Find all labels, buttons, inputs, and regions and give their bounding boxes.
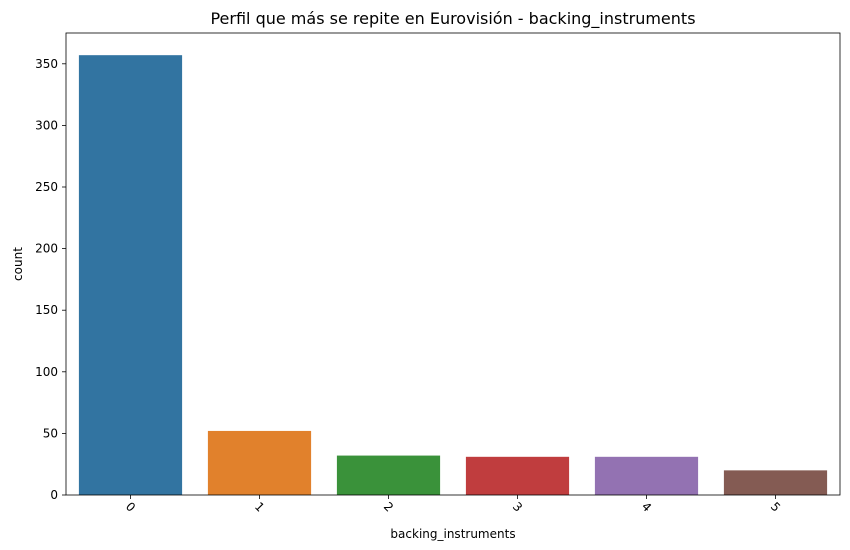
y-tick-label: 50: [43, 426, 58, 440]
y-tick-label: 300: [35, 118, 58, 132]
y-axis-label: count: [11, 247, 25, 281]
y-tick-label: 250: [35, 180, 58, 194]
y-tick-label: 200: [35, 242, 58, 256]
bar-2: [336, 455, 441, 495]
x-axis-label: backing_instruments: [390, 527, 515, 541]
y-tick-label: 100: [35, 365, 58, 379]
y-tick-label: 350: [35, 57, 58, 71]
bar-3: [465, 456, 570, 495]
bar-1: [207, 430, 312, 495]
plot-frame: [65, 32, 841, 496]
bar-4: [594, 456, 699, 495]
y-axis: 0 50 100 150 200 250 300 350: [35, 57, 66, 502]
y-tick-label: 150: [35, 303, 58, 317]
y-tick-label: 0: [50, 488, 58, 502]
bars-group: [78, 55, 828, 496]
chart-title: Perfil que más se repite en Eurovisión -…: [210, 9, 695, 29]
bar-5: [723, 470, 828, 495]
bar-0: [78, 55, 183, 496]
